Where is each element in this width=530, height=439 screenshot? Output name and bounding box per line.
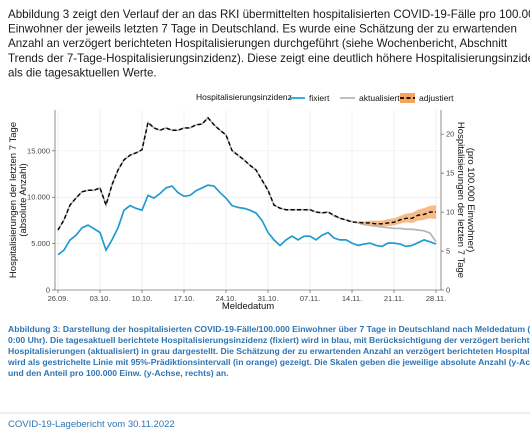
- caption-line: Abbildung 3: Darstellung der hospitalisi…: [8, 324, 530, 334]
- x-tick-label: 14.11.: [342, 294, 362, 303]
- y2-tick-label: 15: [446, 169, 454, 178]
- x-tick-label: 03.10.: [90, 294, 111, 303]
- x-tick-label: 17.10.: [174, 294, 195, 303]
- caption-line: Hospitalisierungen (aktualisiert) in gra…: [8, 346, 530, 356]
- y2-tick-label: 20: [446, 130, 454, 139]
- x-tick-label: 31.10.: [258, 294, 279, 303]
- caption-line: 0:00 Uhr). Die tagesaktuell berichtete H…: [8, 335, 530, 345]
- footer: COVID-19-Lagebericht vom 30.11.2022: [8, 419, 175, 430]
- y-axis-label: (absolute Anzahl): [18, 163, 29, 236]
- y-tick-label: 10.000: [27, 193, 50, 202]
- legend-title: Hospitalisierungsinzidenz: [196, 92, 292, 102]
- y-tick-label: 15.000: [27, 146, 50, 155]
- x-tick-label: 07.11.: [300, 294, 320, 303]
- legend-label: adjustiert: [419, 93, 454, 103]
- caption-line: und den Anteil pro 100.000 Einw. (y-Achs…: [8, 368, 228, 378]
- paragraph-line: Trends der 7-Tage-Hospitalisierungsinzid…: [8, 52, 530, 65]
- paragraph-line: Anzahl an verzögert berichteten Hospital…: [8, 37, 508, 50]
- paragraph-line: als die tagesaktuellen Werte.: [8, 66, 157, 79]
- paragraph-line: Abbildung 3 zeigt den Verlauf der an das…: [8, 8, 530, 21]
- y2-tick-label: 5: [446, 247, 450, 256]
- y-tick-label: 0: [46, 286, 50, 295]
- legend-label: aktualisiert: [359, 93, 400, 103]
- prediction-band: [358, 205, 437, 227]
- series-line: [57, 184, 437, 256]
- y2-axis-label: Hospitalisierungen der letzten 7 Tage: [455, 122, 466, 278]
- x-tick-label: 26.09.: [48, 294, 69, 303]
- y-tick-label: 5.000: [31, 239, 50, 248]
- x-tick-label: 21.11.: [384, 294, 404, 303]
- x-tick-label: 24.10.: [216, 294, 237, 303]
- x-axis-label: Meldedatum: [222, 301, 274, 312]
- paragraph-line: Einwohner der jeweils letzten 7 Tage in …: [8, 23, 517, 36]
- x-tick-label: 10.10.: [132, 294, 153, 303]
- series-line: [57, 116, 437, 231]
- y2-axis-label: (pro 100.000 Einwohner): [465, 148, 476, 253]
- x-tick-label: 28.11.: [426, 294, 446, 303]
- y2-tick-label: 10: [446, 208, 454, 217]
- y-axis-label: Hospitalisierungen der letzten 7 Tage: [8, 122, 19, 278]
- plot-panel: [55, 110, 441, 290]
- y2-tick-label: 0: [446, 286, 450, 295]
- caption-line: wird als gestrichelte Linie mit 95%-Präd…: [7, 357, 530, 367]
- legend-label: fixiert: [309, 93, 330, 103]
